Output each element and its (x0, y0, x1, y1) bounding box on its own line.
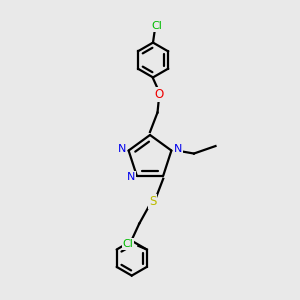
Text: Cl: Cl (151, 21, 162, 31)
Text: O: O (154, 88, 164, 101)
Text: N: N (174, 144, 182, 154)
Text: S: S (149, 195, 156, 208)
Text: N: N (118, 144, 126, 154)
Text: N: N (127, 172, 136, 182)
Text: Cl: Cl (123, 239, 134, 249)
